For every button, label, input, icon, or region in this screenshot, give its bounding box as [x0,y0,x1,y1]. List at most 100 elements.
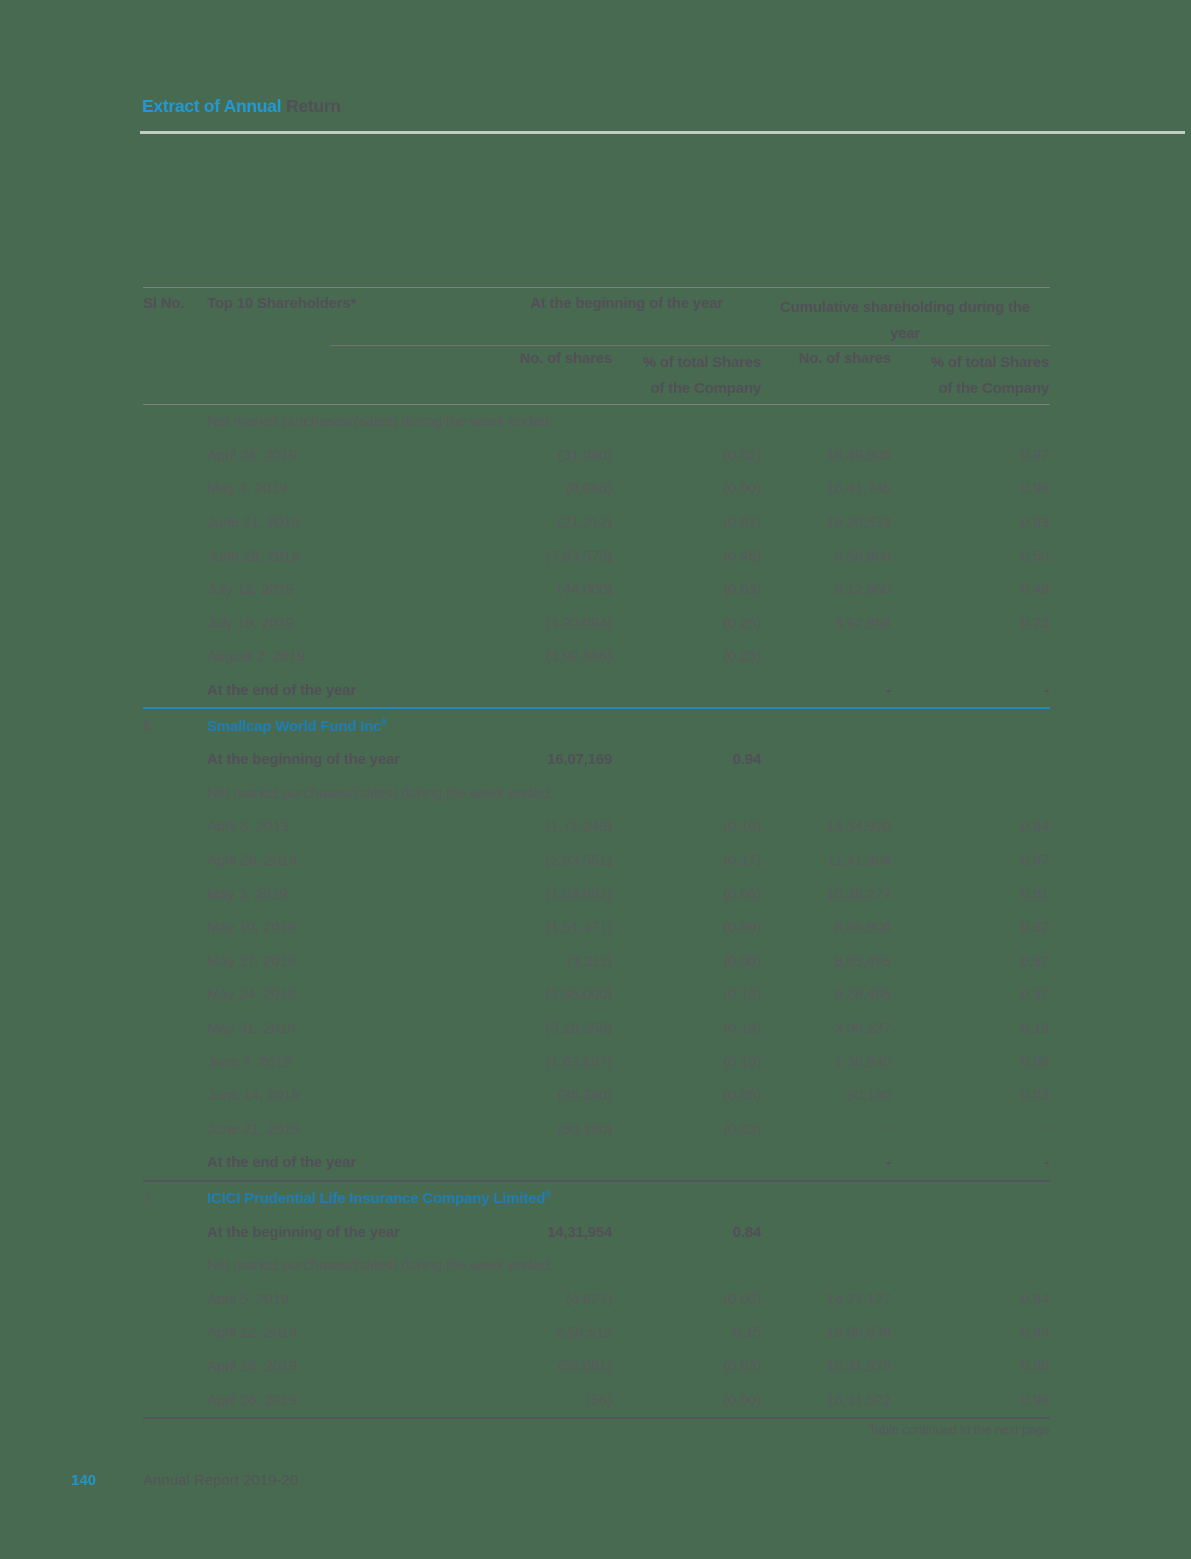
cell-pct-cumulative: 0.52 [1020,919,1050,937]
page-number: 140 [71,1472,97,1489]
cell-sl-no: 6. [143,717,156,735]
cell-pct-cumulative: 0.03 [1020,1087,1050,1105]
cell-shares-cumulative: 50,180 [846,1087,891,1105]
cell-label: Net market purchases/(sales) during the … [207,1257,553,1275]
page-title: Extract of Annual Return [142,96,341,117]
cell-shares-cumulative: 14,27,127 [826,1290,891,1308]
cell-pct-beginning: (0.02) [723,446,761,464]
cell-pct-beginning: (0.00) [723,1391,761,1409]
col-header-shares-cumulative: No. of shares [798,350,892,367]
cell-label: July 12, 2019 [207,581,294,599]
cell-label: June 21, 2019 [207,514,300,532]
cell-pct-cumulative: 0.18 [1020,1019,1050,1037]
cell-label: At the end of the year [207,1154,356,1172]
cell-shares-beginning: (2,55,000) [545,986,613,1004]
cell-shares-cumulative: 1,36,540 [834,1053,891,1071]
table-row: At the end of the year - - [143,674,1050,708]
col-header-pct-beginning: % of total Shares of the Company [642,354,761,397]
table-row: May 10, 2019 (1,51,471) (0.09) 8,86,806 0.52 [143,911,1050,945]
report-name: Annual Report 2019-20 [143,1472,299,1489]
cell-shares-cumulative: 16,86,639 [826,1324,891,1342]
table-row: May 17, 2019 (3,311) (0.00) 8,83,495 0.52 [143,945,1050,979]
page-title-rest: Return [286,96,341,116]
cell-pct-beginning: (0.00) [723,480,761,498]
cell-shares-beginning: (4,20,094) [545,614,613,632]
cell-pct-beginning: (0.19) [723,1019,761,1037]
cell-pct-cumulative: - [1044,1154,1049,1172]
table-row: June 21, 2019 (50,180) (0.03) - - [143,1112,1050,1146]
table-row: April 5, 2019 (1,72,249) (0.10) 14,34,920 0.… [143,810,1050,844]
cell-shares-beginning: (1,51,471) [545,919,613,937]
cell-pct-beginning: (0.01) [723,514,761,532]
cell-label: Net market purchases/(sales) during the … [207,784,553,802]
col-header-shares-beginning: No. of shares [519,350,613,367]
cell-shares-cumulative: - [886,682,891,700]
shareholder-name: Smallcap World Fund Inc# [207,716,387,735]
cell-label: At the end of the year [207,682,356,700]
cell-shares-beginning: (44,000) [557,581,612,599]
col-group-beginning-of-year: At the beginning of the year [530,295,723,312]
cell-pct-cumulative: 0.96 [1020,480,1050,498]
cell-shares-beginning: (3,92,866) [545,648,613,666]
cell-label: Net market purchases/(sales) during the … [207,413,553,431]
section-divider-gray [143,1179,1050,1182]
cell-pct-beginning: (0.45) [723,547,761,565]
cell-shares-beginning: (8,060) [565,480,612,498]
table-row: April 26, 2019 (31,060) (0.02) 16,49,805 0.9… [143,439,1050,473]
shareholding-table: Sl No. Top 10 Shareholders* At the begin… [143,287,1050,1419]
page-footer: 140 Annual Report 2019-20 [0,1472,1191,1494]
col-header-sl-no: Sl No. [143,295,185,312]
cell-pct-cumulative: 0.84 [1020,818,1050,836]
cell-label: May 10, 2019 [207,919,296,937]
table-row: April 19, 2019 (55,061) (0.03) 16,31,578 0.9… [143,1350,1050,1384]
cell-label: June 28, 2019 [207,547,300,565]
cell-pct-cumulative: 0.23 [1020,614,1050,632]
cell-shares-cumulative: 16,20,533 [826,514,891,532]
cell-shares-cumulative: 8,86,806 [834,919,891,937]
cell-shares-cumulative: 10,38,277 [826,885,891,903]
cell-shares-cumulative: - [886,648,891,666]
cell-label: May 31, 2019 [207,1019,296,1037]
cell-pct-beginning: (0.23) [723,648,761,666]
cell-shares-beginning: (2,93,551) [545,852,613,870]
cell-shares-beginning: (31,060) [557,446,612,464]
cell-label: Smallcap World Fund Inc# [207,716,432,735]
cell-label: May 3, 2019 [207,480,288,498]
cell-shares-cumulative: 3,00,237 [834,1019,891,1037]
table-row: April 12, 2019 2,59,512 0.15 16,86,639 0.99 [143,1316,1050,1350]
cell-label: June 21, 2019 [207,1120,300,1138]
cell-label: May 17, 2019 [207,952,296,970]
table-row: June 21, 2019 (21,212) (0.01) 16,20,533 0.95 [143,506,1050,540]
cell-shares-beginning: (56) [586,1391,612,1409]
col-header-pct-cumulative: % of total Shares of the Company [930,354,1049,397]
cell-shares-cumulative: 16,31,578 [826,1357,891,1375]
cell-label: May 3, 2019 [207,885,288,903]
cell-shares-cumulative: 3,92,866 [834,614,891,632]
cell-shares-beginning: (4,827) [565,1290,612,1308]
cell-pct-beginning: 0.94 [732,751,762,769]
cell-pct-beginning: (0.00) [723,952,761,970]
cell-shares-cumulative: 8,12,960 [834,581,891,599]
cell-pct-beginning: (0.17) [723,852,761,870]
cell-pct-cumulative: - [1044,648,1049,666]
cell-pct-cumulative: 0.96 [1020,1357,1050,1375]
cell-pct-cumulative: 0.52 [1020,952,1050,970]
cell-shares-cumulative: 16,41,745 [826,480,891,498]
cell-pct-cumulative: 0.48 [1020,581,1050,599]
cell-shares-beginning: (50,180) [557,1120,612,1138]
cell-shares-cumulative: - [886,1154,891,1172]
cell-shares-beginning: (3,311) [566,952,612,970]
cell-shares-beginning: (21,212) [557,514,612,532]
cell-label: August 2, 2019 [207,648,306,666]
title-divider [140,131,1185,134]
cell-shares-cumulative: 6,28,495 [834,986,891,1004]
cell-shares-beginning: (1,72,249) [545,818,613,836]
table-row: 6. Smallcap World Fund Inc# [143,709,1050,743]
table-header-sub-row: No. of shares % of total Shares of the Co… [143,350,1050,402]
table-row: June 7, 2019 (1,63,697) (0.10) 1,36,540 0.08 [143,1045,1050,1079]
table-row: Net market purchases/(sales) during the … [143,777,1050,811]
cell-label: At the beginning of the year [207,1223,400,1241]
cell-pct-beginning: (0.15) [723,986,761,1004]
cell-label: April 5, 2019 [207,1290,289,1308]
table-row: At the beginning of the year 16,07,169 0.9… [143,743,1050,777]
